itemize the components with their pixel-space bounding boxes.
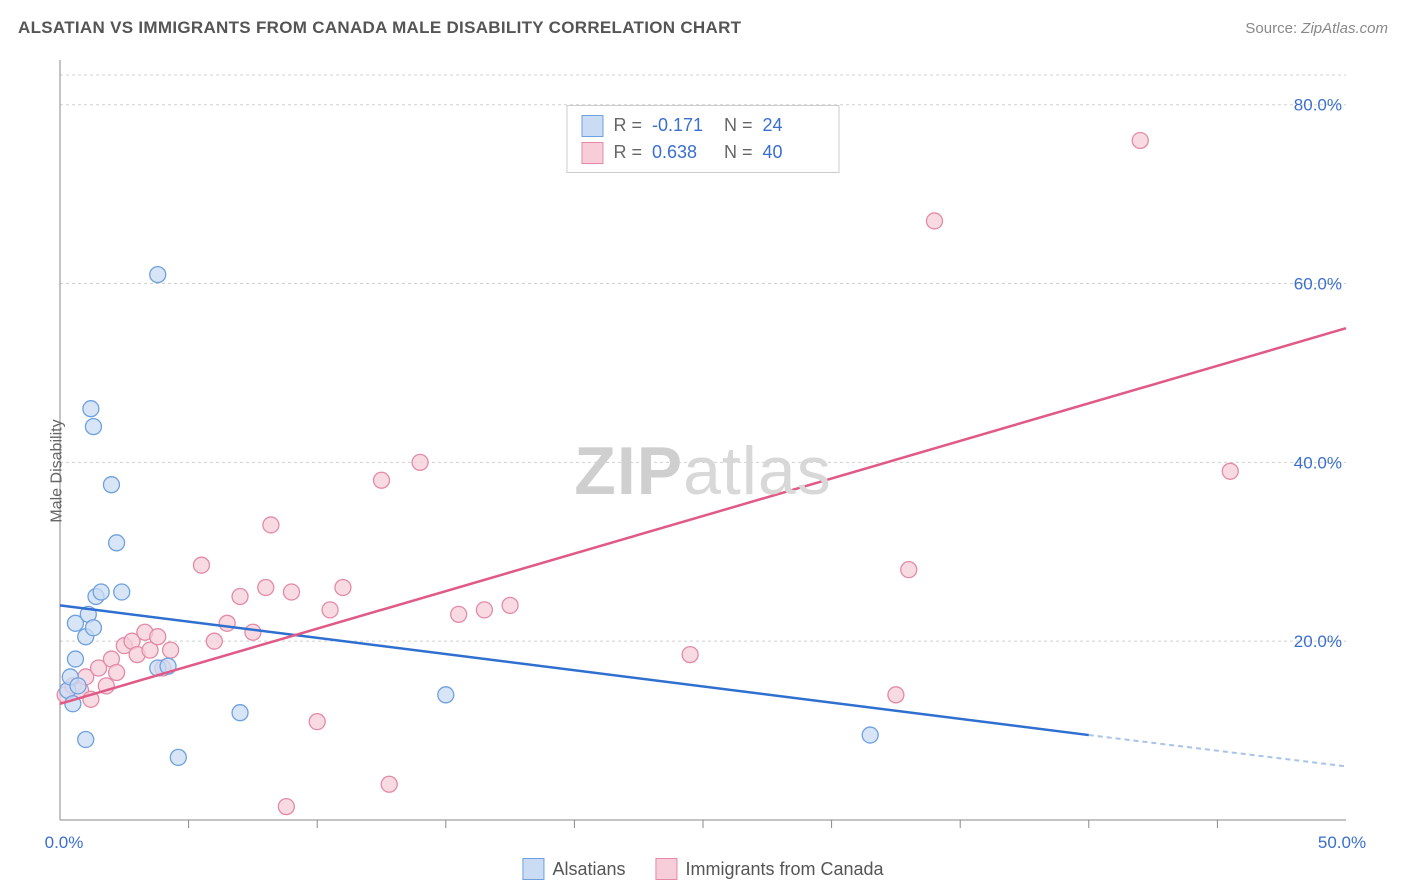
svg-text:50.0%: 50.0%	[1318, 833, 1366, 852]
swatch-alsatians	[522, 858, 544, 880]
svg-text:60.0%: 60.0%	[1294, 275, 1342, 294]
r-label: R =	[613, 112, 642, 139]
legend-label-canada: Immigrants from Canada	[685, 859, 883, 880]
n-label: N =	[724, 139, 753, 166]
scatter-chart: 20.0% 40.0% 60.0% 80.0% 0.0% 50.0%	[0, 50, 1406, 892]
r-label: R =	[613, 139, 642, 166]
svg-text:0.0%: 0.0%	[45, 833, 84, 852]
series-legend: Alsatians Immigrants from Canada	[522, 858, 883, 880]
r-value-canada: 0.638	[652, 139, 714, 166]
chart-source: Source: ZipAtlas.com	[1245, 20, 1388, 37]
svg-text:40.0%: 40.0%	[1294, 453, 1342, 472]
n-label: N =	[724, 112, 753, 139]
svg-text:80.0%: 80.0%	[1294, 96, 1342, 115]
y-axis-label: Male Disability	[49, 419, 67, 522]
svg-text:20.0%: 20.0%	[1294, 632, 1342, 651]
r-value-alsatians: -0.171	[652, 112, 714, 139]
legend-item-alsatians: Alsatians	[522, 858, 625, 880]
correlation-legend: R = -0.171 N = 24 R = 0.638 N = 40	[566, 105, 839, 173]
legend-row-canada: R = 0.638 N = 40	[581, 139, 824, 166]
swatch-canada	[581, 142, 603, 164]
legend-label-alsatians: Alsatians	[552, 859, 625, 880]
legend-row-alsatians: R = -0.171 N = 24	[581, 112, 824, 139]
source-prefix: Source:	[1245, 20, 1301, 37]
chart-area: Male Disability 20.0% 40.0% 60.0% 80.0% 0.0%…	[0, 50, 1406, 892]
chart-title: ALSATIAN VS IMMIGRANTS FROM CANADA MALE …	[18, 18, 741, 38]
swatch-canada	[655, 858, 677, 880]
legend-item-canada: Immigrants from Canada	[655, 858, 883, 880]
swatch-alsatians	[581, 115, 603, 137]
source-name: ZipAtlas.com	[1301, 20, 1388, 37]
chart-header: ALSATIAN VS IMMIGRANTS FROM CANADA MALE …	[18, 18, 1388, 38]
n-value-canada: 40	[763, 139, 825, 166]
n-value-alsatians: 24	[763, 112, 825, 139]
